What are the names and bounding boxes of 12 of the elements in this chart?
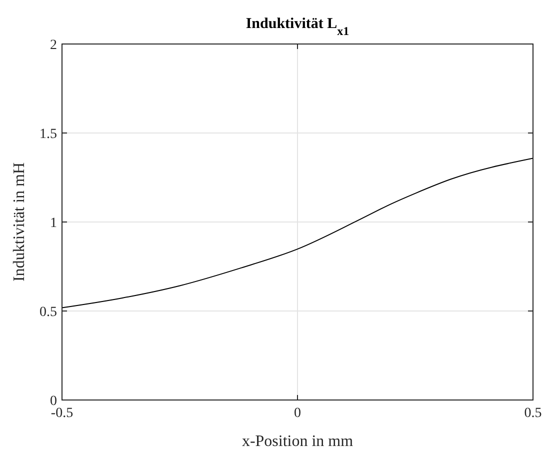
x-tick-label: 0 [294, 406, 301, 421]
x-tick-label: 0.5 [524, 406, 542, 421]
x-axis-title: x-Position in mm [242, 433, 354, 450]
chart-title: Induktivität L$_{x1}$ [246, 16, 350, 38]
y-axis-title: Induktivität in mH [11, 162, 28, 282]
x-tick-label: -0.5 [50, 406, 74, 421]
line-series [62, 158, 534, 308]
y-tick-label: 0.5 [40, 305, 57, 320]
y-tick-label: 0 [50, 394, 57, 409]
y-tick-label: 1.5 [40, 127, 57, 142]
y-tick-label: 2 [50, 38, 57, 53]
y-tick-label: 1 [50, 216, 57, 231]
